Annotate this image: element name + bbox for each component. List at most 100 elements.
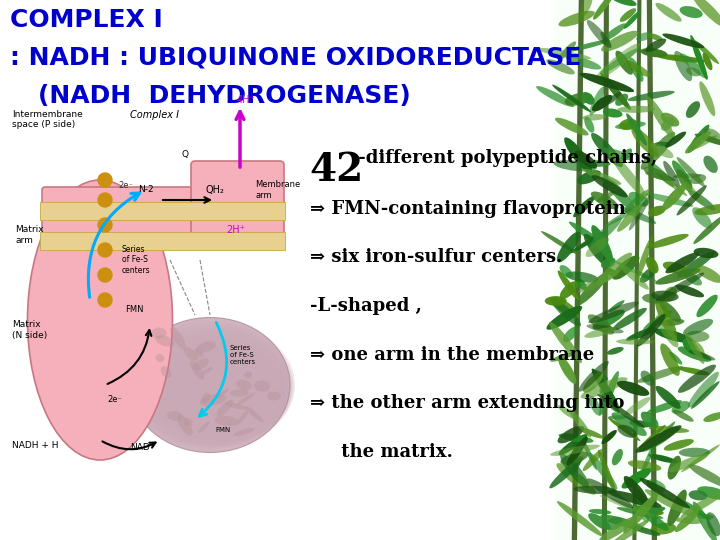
- Ellipse shape: [636, 235, 653, 281]
- Ellipse shape: [152, 341, 286, 441]
- Ellipse shape: [683, 319, 713, 335]
- Ellipse shape: [156, 354, 164, 362]
- Ellipse shape: [244, 406, 264, 422]
- Ellipse shape: [656, 422, 675, 442]
- Bar: [40, 232, 285, 250]
- Ellipse shape: [681, 444, 720, 472]
- Ellipse shape: [225, 402, 247, 410]
- Ellipse shape: [598, 450, 616, 494]
- Ellipse shape: [690, 174, 706, 184]
- FancyArrowPatch shape: [102, 441, 156, 449]
- Ellipse shape: [686, 67, 701, 76]
- Ellipse shape: [621, 148, 632, 161]
- Ellipse shape: [676, 169, 692, 192]
- Text: ⇒ six iron-sulfur centers.: ⇒ six iron-sulfur centers.: [310, 248, 562, 266]
- Ellipse shape: [130, 325, 294, 448]
- Ellipse shape: [662, 184, 687, 211]
- Ellipse shape: [592, 368, 619, 409]
- Ellipse shape: [254, 381, 270, 392]
- Ellipse shape: [138, 331, 290, 445]
- Ellipse shape: [667, 456, 681, 480]
- Ellipse shape: [624, 476, 648, 504]
- Ellipse shape: [648, 33, 662, 40]
- Text: 4H⁺: 4H⁺: [237, 95, 256, 105]
- Ellipse shape: [558, 355, 577, 384]
- Ellipse shape: [554, 160, 597, 171]
- Ellipse shape: [664, 439, 694, 451]
- Ellipse shape: [640, 48, 667, 57]
- Ellipse shape: [608, 300, 625, 312]
- Ellipse shape: [667, 490, 687, 526]
- Ellipse shape: [639, 429, 675, 452]
- Ellipse shape: [580, 0, 593, 16]
- Text: ⇒ the other arm extending into: ⇒ the other arm extending into: [310, 394, 624, 412]
- Ellipse shape: [608, 417, 641, 441]
- Ellipse shape: [611, 413, 647, 436]
- Ellipse shape: [675, 517, 703, 524]
- Ellipse shape: [679, 177, 704, 204]
- Ellipse shape: [655, 268, 701, 285]
- Ellipse shape: [600, 48, 639, 74]
- Ellipse shape: [27, 180, 173, 460]
- Ellipse shape: [662, 33, 704, 48]
- Ellipse shape: [194, 349, 204, 357]
- Circle shape: [98, 268, 112, 282]
- Ellipse shape: [593, 370, 608, 380]
- Ellipse shape: [238, 411, 248, 423]
- Ellipse shape: [665, 252, 699, 273]
- Circle shape: [98, 293, 112, 307]
- Ellipse shape: [559, 434, 588, 455]
- Ellipse shape: [673, 173, 701, 178]
- Ellipse shape: [552, 297, 580, 319]
- Ellipse shape: [675, 285, 704, 298]
- Ellipse shape: [691, 341, 705, 356]
- Ellipse shape: [645, 38, 666, 52]
- Ellipse shape: [560, 454, 589, 488]
- Ellipse shape: [696, 295, 718, 317]
- Ellipse shape: [647, 96, 675, 139]
- Ellipse shape: [557, 463, 596, 495]
- Ellipse shape: [184, 347, 198, 361]
- Ellipse shape: [536, 86, 575, 107]
- Ellipse shape: [589, 453, 617, 489]
- Ellipse shape: [703, 156, 718, 173]
- Text: COMPLEX I: COMPLEX I: [10, 8, 163, 32]
- Ellipse shape: [644, 489, 696, 517]
- Text: QH₂: QH₂: [205, 185, 224, 195]
- Ellipse shape: [639, 425, 665, 449]
- Ellipse shape: [654, 328, 693, 343]
- Ellipse shape: [688, 125, 709, 153]
- FancyArrowPatch shape: [163, 197, 210, 203]
- Ellipse shape: [151, 327, 166, 339]
- Ellipse shape: [555, 118, 588, 136]
- Text: -L-shaped ,: -L-shaped ,: [310, 297, 421, 315]
- Ellipse shape: [619, 264, 649, 289]
- Ellipse shape: [581, 437, 597, 470]
- Ellipse shape: [599, 371, 619, 416]
- Ellipse shape: [609, 151, 647, 199]
- Ellipse shape: [655, 54, 705, 63]
- Ellipse shape: [589, 509, 611, 515]
- Ellipse shape: [575, 278, 587, 290]
- Ellipse shape: [624, 493, 658, 534]
- Ellipse shape: [193, 359, 209, 369]
- Ellipse shape: [661, 117, 675, 131]
- Ellipse shape: [640, 267, 656, 283]
- Ellipse shape: [580, 73, 634, 92]
- Ellipse shape: [615, 261, 657, 282]
- Ellipse shape: [560, 281, 578, 299]
- Ellipse shape: [591, 192, 618, 210]
- Ellipse shape: [685, 331, 709, 342]
- Ellipse shape: [184, 418, 192, 426]
- Ellipse shape: [686, 101, 700, 118]
- Ellipse shape: [690, 35, 708, 80]
- Ellipse shape: [560, 451, 588, 465]
- Ellipse shape: [647, 479, 666, 492]
- Ellipse shape: [680, 6, 703, 18]
- Ellipse shape: [202, 393, 210, 403]
- Ellipse shape: [703, 53, 713, 70]
- Ellipse shape: [591, 225, 613, 261]
- Ellipse shape: [655, 3, 682, 22]
- Ellipse shape: [675, 510, 699, 532]
- Ellipse shape: [612, 449, 623, 465]
